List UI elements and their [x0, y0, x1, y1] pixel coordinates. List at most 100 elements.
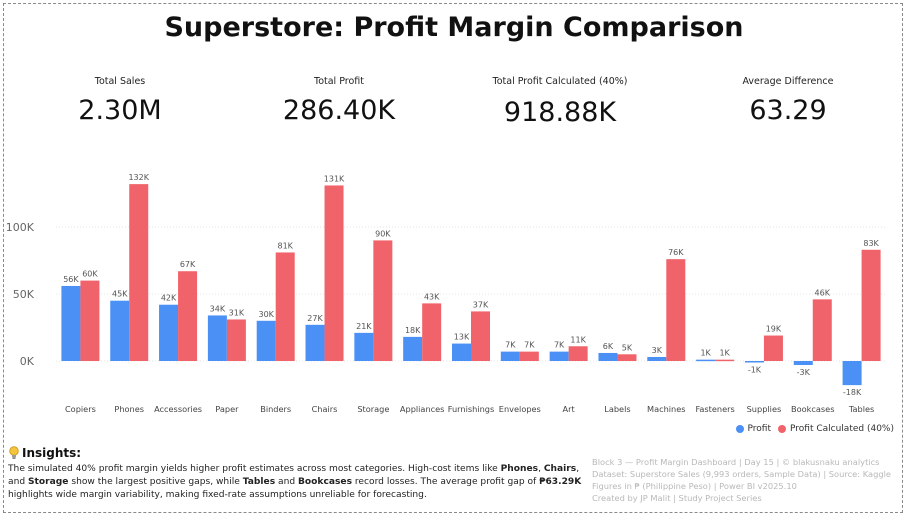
bar-profit: [305, 324, 325, 361]
bar-profit-calculated: [812, 299, 832, 361]
data-label-calculated: 5K: [622, 343, 633, 352]
insights-highlight: Tables: [242, 477, 276, 487]
insights-highlight: Storage: [28, 477, 69, 487]
bar-profit: [598, 352, 618, 361]
data-label-calculated: 37K: [473, 300, 489, 309]
kpi-label: Total Sales: [94, 76, 146, 87]
kpi-value: 286.40K: [282, 95, 396, 126]
bar-profit: [61, 285, 81, 361]
y-tick-label: 0K: [20, 355, 35, 368]
x-tick-label: Copiers: [65, 404, 96, 414]
data-label-calculated: 83K: [863, 239, 879, 248]
insights-text-part: ,: [538, 464, 544, 474]
data-label-profit: 56K: [63, 275, 79, 284]
x-tick-label: Machines: [647, 404, 686, 414]
chart-legend[interactable]: Profit Profit Calculated (40%): [735, 424, 894, 434]
data-label-calculated: 43K: [424, 292, 440, 301]
bar-profit: [647, 356, 667, 361]
data-label-profit: 3K: [652, 346, 663, 355]
kpi-label: Average Difference: [742, 76, 834, 87]
data-label-calculated: 81K: [277, 241, 293, 250]
x-tick-label: Storage: [357, 404, 389, 414]
footer-line: Block 3 — Profit Margin Dashboard | Day …: [592, 457, 880, 467]
dashboard-frame: [3, 3, 903, 513]
data-label-profit: 18K: [405, 326, 421, 335]
data-label-calculated: 31K: [229, 308, 245, 317]
bar-profit-calculated: [129, 184, 149, 361]
data-label-calculated: 132K: [128, 173, 149, 182]
data-label-profit: 7K: [554, 341, 565, 350]
kpi-total-profit-calculated: Total Profit Calculated (40%) 918.88K: [460, 76, 660, 128]
data-label-profit: 45K: [112, 290, 128, 299]
bar-profit: [452, 343, 471, 361]
footer-line: Dataset: Superstore Sales (9,993 orders,…: [592, 469, 892, 479]
bar-profit-calculated: [715, 359, 735, 362]
insights-highlight: Chairs: [543, 464, 577, 474]
x-tick-label: Fasteners: [695, 404, 734, 414]
x-tick-label: Bookcases: [791, 404, 834, 414]
bar-profit-calculated: [861, 249, 881, 361]
bar-profit: [696, 359, 716, 362]
data-label-calculated: 76K: [668, 248, 684, 257]
x-tick-label: Phones: [114, 404, 144, 414]
insights-text-part: highlights wide margin variability, maki…: [8, 490, 427, 500]
data-label-profit: 30K: [258, 310, 274, 319]
insights-title: Insights:: [22, 446, 82, 460]
kpi-total-profit: Total Profit 286.40K: [239, 76, 439, 126]
data-label-calculated: 131K: [324, 174, 345, 183]
footer-line: Figures in ₱ (Philippine Peso) | Power B…: [592, 481, 797, 491]
data-label-calculated: 60K: [82, 270, 98, 279]
kpi-value: 63.29: [749, 95, 827, 126]
kpi-label: Total Profit Calculated (40%): [492, 76, 628, 87]
bar-profit-calculated: [471, 311, 490, 361]
x-tick-label: Supplies: [747, 404, 782, 414]
bar-profit: [403, 336, 423, 361]
bar-profit-calculated: [226, 319, 246, 361]
bar-profit-calculated: [178, 271, 198, 361]
insights-text-part: show the largest positive gaps, while: [68, 477, 243, 487]
data-label-profit: 34K: [210, 304, 226, 313]
y-tick-label: 50K: [13, 288, 35, 301]
x-tick-label: Appliances: [400, 404, 445, 414]
data-label-calculated: 1K: [719, 349, 730, 358]
kpi-total-sales: Total Sales 2.30M: [20, 76, 220, 126]
data-label-profit: -18K: [843, 388, 862, 397]
data-label-calculated: 46K: [815, 288, 831, 297]
page-title: Superstore: Profit Margin Comparison: [164, 12, 744, 43]
data-label-profit: 7K: [505, 341, 516, 350]
data-label-profit: -3K: [797, 368, 811, 377]
bar-profit: [110, 300, 130, 361]
insights-highlight: Phones: [500, 464, 539, 474]
kpi-average-difference: Average Difference 63.29: [688, 76, 888, 126]
insights-text-part: record losses. The average profit gap of: [352, 477, 540, 487]
insights-highlight: ₱63.29K: [539, 477, 582, 487]
bar-profit: [207, 315, 227, 361]
insights-text-part: The simulated 40% profit margin yields h…: [8, 464, 501, 474]
data-label-profit: 42K: [161, 294, 177, 303]
bar-profit-calculated: [568, 346, 588, 361]
data-label-calculated: 67K: [180, 260, 196, 269]
lightbulb-icon: [9, 446, 19, 459]
insights-text-part: and: [275, 477, 298, 487]
x-tick-label: Paper: [215, 404, 239, 414]
data-label-profit: 6K: [603, 342, 614, 351]
x-tick-label: Furnishings: [448, 404, 495, 414]
bar-profit: [793, 361, 813, 366]
bar-profit: [842, 361, 862, 386]
bar-profit: [256, 320, 276, 361]
data-label-calculated: 11K: [570, 335, 586, 344]
y-tick-label: 100K: [6, 221, 35, 234]
bar-profit-calculated: [519, 351, 539, 361]
data-label-calculated: 19K: [766, 325, 782, 334]
x-tick-label: Binders: [260, 404, 291, 414]
legend-profit-label: Profit: [747, 424, 772, 434]
kpi-label: Total Profit: [314, 76, 364, 87]
data-label-calculated: 7K: [524, 341, 535, 350]
bar-profit: [159, 304, 179, 361]
insights-text: The simulated 40% profit margin yields h…: [8, 463, 583, 502]
bar-profit-calculated: [422, 303, 442, 361]
data-label-profit: 13K: [454, 333, 470, 342]
bar-profit: [354, 332, 374, 361]
bar-profit: [549, 351, 569, 361]
